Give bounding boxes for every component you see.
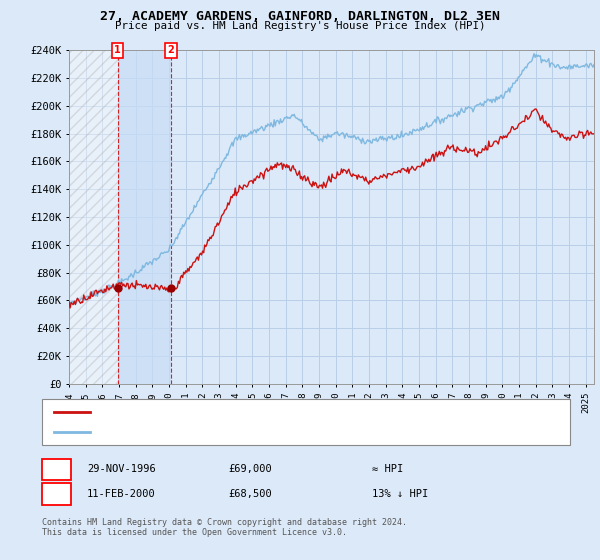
- Text: 11-FEB-2000: 11-FEB-2000: [87, 489, 156, 499]
- Text: HPI: Average price, detached house, County Durham: HPI: Average price, detached house, Coun…: [99, 428, 381, 437]
- Text: Contains HM Land Registry data © Crown copyright and database right 2024.
This d: Contains HM Land Registry data © Crown c…: [42, 518, 407, 538]
- Bar: [118, 50, 171, 384]
- Text: £69,000: £69,000: [228, 464, 272, 474]
- Text: 2: 2: [167, 45, 175, 55]
- Text: £68,500: £68,500: [228, 489, 272, 499]
- Text: 1: 1: [53, 464, 60, 474]
- Text: ≈ HPI: ≈ HPI: [372, 464, 403, 474]
- Text: 27, ACADEMY GARDENS, GAINFORD, DARLINGTON, DL2 3EN: 27, ACADEMY GARDENS, GAINFORD, DARLINGTO…: [100, 10, 500, 22]
- Bar: [69, 50, 118, 384]
- Text: 27, ACADEMY GARDENS, GAINFORD, DARLINGTON, DL2 3EN (detached house): 27, ACADEMY GARDENS, GAINFORD, DARLINGTO…: [99, 408, 484, 417]
- Text: 29-NOV-1996: 29-NOV-1996: [87, 464, 156, 474]
- Text: 13% ↓ HPI: 13% ↓ HPI: [372, 489, 428, 499]
- Text: 1: 1: [114, 45, 121, 55]
- Text: 2: 2: [53, 489, 60, 499]
- Text: Price paid vs. HM Land Registry's House Price Index (HPI): Price paid vs. HM Land Registry's House …: [115, 21, 485, 31]
